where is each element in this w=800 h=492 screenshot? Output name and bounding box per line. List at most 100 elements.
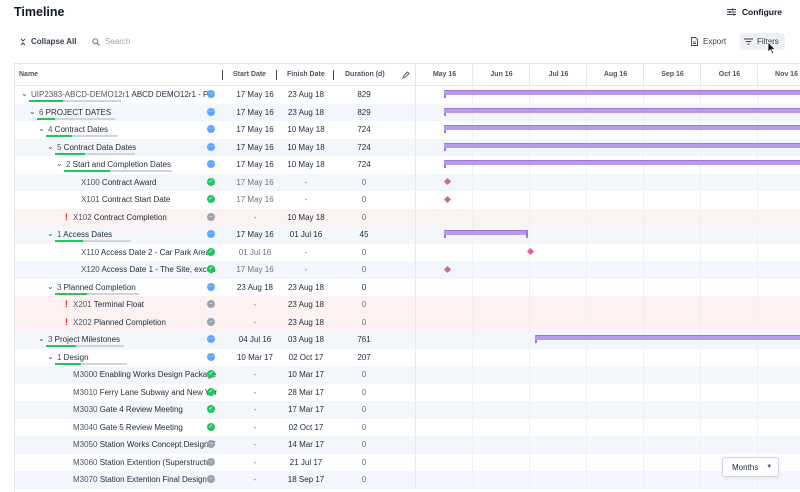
row-code: X201: [73, 300, 92, 309]
timeline-row[interactable]: ⌄ 2 Start and Completion Dates ⋯ 17 May 16 1…: [15, 156, 800, 174]
collapse-all-button[interactable]: Collapse All: [20, 37, 77, 46]
grid-line: [586, 418, 587, 436]
timeline-row[interactable]: ⌄ 3 Project Milestones ⋯ 04 Jul 16 03 Aug 18…: [15, 331, 800, 349]
grid-line: [472, 173, 473, 191]
grid-line: [700, 313, 701, 331]
row-name: 5 Contract Data Dates: [57, 143, 136, 152]
status-icon: ✓: [207, 247, 215, 256]
chevron-down-icon[interactable]: ⌄: [47, 229, 54, 238]
pencil-icon[interactable]: [402, 71, 410, 79]
grid-line: [700, 191, 701, 209]
toolbar: Collapse All Search Export: [0, 32, 800, 52]
filters-button[interactable]: Filters: [740, 33, 785, 50]
timeline-row[interactable]: ⌄ 5 Contract Data Dates ⋯ 17 May 16 10 May 1…: [15, 138, 800, 156]
grid-line: [529, 366, 530, 384]
row-code: M3010: [73, 387, 98, 397]
gantt-bar[interactable]: [444, 230, 528, 235]
gantt-bar[interactable]: [535, 335, 800, 340]
row-code: 1: [57, 352, 62, 362]
timeline-row[interactable]: ⌄ 1 Access Dates ⋯ 17 May 16 01 Jul 16 45: [15, 226, 800, 244]
grid-line: [472, 453, 473, 471]
progress-underline: [55, 240, 131, 242]
name-cell: M3030 Gate 4 Review Meeting: [15, 401, 220, 418]
grid-line: [643, 191, 644, 209]
row-code: X102: [73, 212, 92, 222]
timeline-row[interactable]: M3040 Gate 5 Review Meeting ✓ - 02 Oct 17 0: [15, 418, 800, 436]
timeline-row[interactable]: M3070 Station Extention Final Design a – -…: [15, 471, 800, 489]
month-label: Oct 16: [718, 71, 741, 78]
timeline-row[interactable]: ⌄ 1 Design ⋯ 10 Mar 17 02 Oct 17 207: [15, 348, 800, 366]
progress-underline: [46, 135, 118, 137]
timeline-row[interactable]: M3030 Gate 4 Review Meeting ✓ - 17 Mar 17 0: [15, 401, 800, 419]
timeline-row[interactable]: ⌄ 6 PROJECT DATES ⋯ 17 May 16 23 Aug 18 829: [15, 103, 800, 121]
column-header-finish[interactable]: Finish Date: [287, 71, 325, 78]
timeline-row[interactable]: ! X202 Planned Completion – - 23 Aug 18 0: [15, 313, 800, 331]
collapse-icon: [20, 38, 26, 45]
timeline-row[interactable]: X100 Contract Award ✓ 17 May 16 - 0: [15, 173, 800, 191]
timeline-row[interactable]: ⌄ UIP2383-ABCD-DEMO12r1 ABCD DEMO12r1 - P…: [15, 86, 800, 104]
grid-line: [529, 296, 530, 314]
finish-date: 21 Jul 17: [289, 457, 323, 467]
gantt-bar[interactable]: [444, 107, 800, 113]
chevron-down-icon[interactable]: ⌄: [47, 141, 54, 151]
status-icon: ⋯: [207, 282, 215, 291]
timeline-row[interactable]: M3060 Station Extention (Superstructu – - 2…: [15, 453, 800, 471]
divider: [415, 191, 416, 209]
column-header-start[interactable]: Start Date: [233, 71, 267, 78]
chevron-down-icon[interactable]: ⌄: [38, 124, 45, 133]
milestone-marker[interactable]: [443, 265, 452, 273]
column-header-duration[interactable]: Duration (d): [345, 71, 385, 78]
finish-date: 23 Aug 18: [287, 107, 325, 117]
name-cell: M3050 Station Works Concept Design F: [15, 436, 220, 453]
gantt-bar[interactable]: [444, 142, 800, 148]
status-icon: –: [207, 475, 215, 483]
status-icon: ⋯: [207, 107, 215, 116]
grid-line: [586, 366, 587, 384]
timeline-row[interactable]: ⌄ 3 Planned Completion ⋯ 23 Aug 18 23 Aug 18…: [15, 278, 800, 296]
duration: 0: [361, 212, 367, 222]
chevron-down-icon[interactable]: ⌄: [56, 159, 63, 168]
finish-date: 18 Sep 17: [287, 475, 325, 484]
duration: 0: [361, 387, 367, 397]
export-button[interactable]: Export: [691, 37, 726, 46]
chevron-down-icon[interactable]: ⌄: [29, 106, 36, 116]
column-resizer[interactable]: [333, 70, 334, 80]
gantt-bar[interactable]: [444, 125, 800, 130]
timeline-row[interactable]: ! X102 Contract Completion – - 10 May 18 0: [15, 208, 800, 226]
progress-underline: [64, 170, 172, 172]
status-icon: ✓: [207, 265, 215, 273]
grid-line: [586, 208, 587, 226]
chevron-down-icon[interactable]: ⌄: [47, 281, 54, 291]
milestone-marker[interactable]: [443, 177, 452, 186]
timeline-row[interactable]: ! X201 Terminal Float – - 23 Aug 18 0: [15, 296, 800, 314]
grid-line: [700, 401, 701, 419]
chevron-down-icon[interactable]: ⌄: [47, 351, 54, 361]
gantt-bar[interactable]: [444, 90, 800, 95]
timeline-row[interactable]: M3010 Ferry Lane Subway and New Ver ✓ - 28 …: [15, 383, 800, 401]
status-icon: ⋯: [207, 352, 215, 361]
column-resizer[interactable]: [276, 70, 277, 80]
grid-line: [529, 226, 530, 244]
grid-line: [643, 173, 644, 191]
timeline-row[interactable]: ⌄ 4 Contract Dates ⋯ 17 May 16 10 May 18 724: [15, 121, 800, 139]
timeline-row[interactable]: M3000 Enabling Works Design Package ✓ - 10 …: [15, 366, 800, 384]
gantt-bar[interactable]: [444, 160, 800, 165]
month-label: May 16: [432, 71, 457, 78]
chevron-down-icon[interactable]: ⌄: [38, 334, 45, 343]
milestone-marker[interactable]: [443, 195, 452, 203]
timeline-row[interactable]: X110 Access Date 2 - Car Park Area ✓ 01 Ju…: [15, 243, 800, 261]
row-label: PROJECT DATES: [43, 107, 112, 117]
start-date: 10 Mar 17: [236, 352, 274, 362]
search-input[interactable]: Search: [92, 37, 130, 46]
zoom-select[interactable]: Months ▼: [722, 457, 779, 477]
chevron-down-icon[interactable]: ⌄: [21, 89, 28, 98]
timeline-row[interactable]: X120 Access Date 1 - The Site, excep ✓ 17 …: [15, 261, 800, 279]
search-icon: [92, 37, 100, 46]
timeline-row[interactable]: M3050 Station Works Concept Design F – - 14…: [15, 436, 800, 454]
grid-header: Name Start Date Finish Date Duration (d)…: [15, 64, 800, 86]
timeline-row[interactable]: X101 Contract Start Date ✓ 17 May 16 - 0: [15, 191, 800, 209]
column-header-name[interactable]: Name: [19, 71, 39, 78]
divider: [415, 296, 416, 314]
column-resizer[interactable]: [222, 70, 223, 80]
configure-button[interactable]: Configure: [726, 7, 782, 17]
